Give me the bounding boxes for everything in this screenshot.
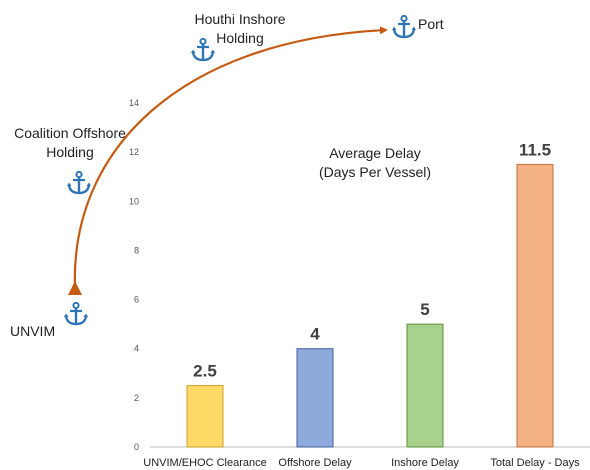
bar bbox=[296, 348, 334, 448]
bars: 2.5 UNVIM/EHOC Clearance 4 Offshore Delay 5 I… bbox=[143, 140, 580, 469]
coalition-holding-line-2: Holding bbox=[46, 144, 94, 160]
y-tick-label: 4 bbox=[134, 344, 139, 354]
chart-title-line-2: (Days Per Vessel) bbox=[318, 164, 432, 180]
x-tick-label: Inshore Delay bbox=[391, 457, 459, 469]
y-tick-label: 12 bbox=[129, 147, 139, 157]
chart-title-line-1: Average Delay bbox=[329, 145, 421, 161]
y-tick-label: 0 bbox=[134, 442, 139, 452]
houthi-holding-line-1: Houthi Inshore bbox=[194, 11, 286, 27]
bar-value-label: 11.5 bbox=[519, 140, 551, 159]
chart-title: Average Delay (Days Per Vessel) bbox=[300, 144, 450, 182]
y-tick-label: 6 bbox=[134, 295, 139, 305]
houthi-holding-line-2: Holding bbox=[216, 30, 264, 46]
bar-value-label: 5 bbox=[420, 300, 429, 319]
x-tick-label: UNVIM/EHOC Clearance bbox=[143, 457, 266, 469]
bar bbox=[516, 163, 554, 448]
anchor-icon bbox=[392, 14, 416, 39]
anchor-icon bbox=[64, 301, 88, 326]
bar-value-label: 2.5 bbox=[193, 362, 217, 381]
anchor-icon bbox=[191, 37, 215, 62]
bar-value-label: 4 bbox=[310, 325, 320, 344]
route-start-triangle bbox=[68, 281, 82, 295]
bar bbox=[406, 323, 444, 448]
unvim-label: UNVIM bbox=[10, 323, 56, 339]
x-tick-label: Offshore Delay bbox=[278, 457, 352, 469]
y-tick-label: 8 bbox=[134, 245, 139, 255]
houthi-holding-label: Houthi Inshore Holding bbox=[185, 10, 295, 48]
y-tick-label: 10 bbox=[129, 196, 139, 206]
x-tick-label: Total Delay - Days bbox=[490, 457, 580, 469]
route bbox=[68, 26, 388, 295]
coalition-holding-label: Coalition Offshore Holding bbox=[5, 124, 135, 162]
bar bbox=[186, 385, 224, 448]
port-label: Port bbox=[418, 16, 444, 32]
y-tick-label: 2 bbox=[134, 393, 139, 403]
coalition-holding-line-1: Coalition Offshore bbox=[14, 125, 126, 141]
y-tick-label: 14 bbox=[129, 98, 139, 108]
anchor-icon bbox=[67, 170, 91, 195]
route-arc bbox=[73, 26, 388, 289]
